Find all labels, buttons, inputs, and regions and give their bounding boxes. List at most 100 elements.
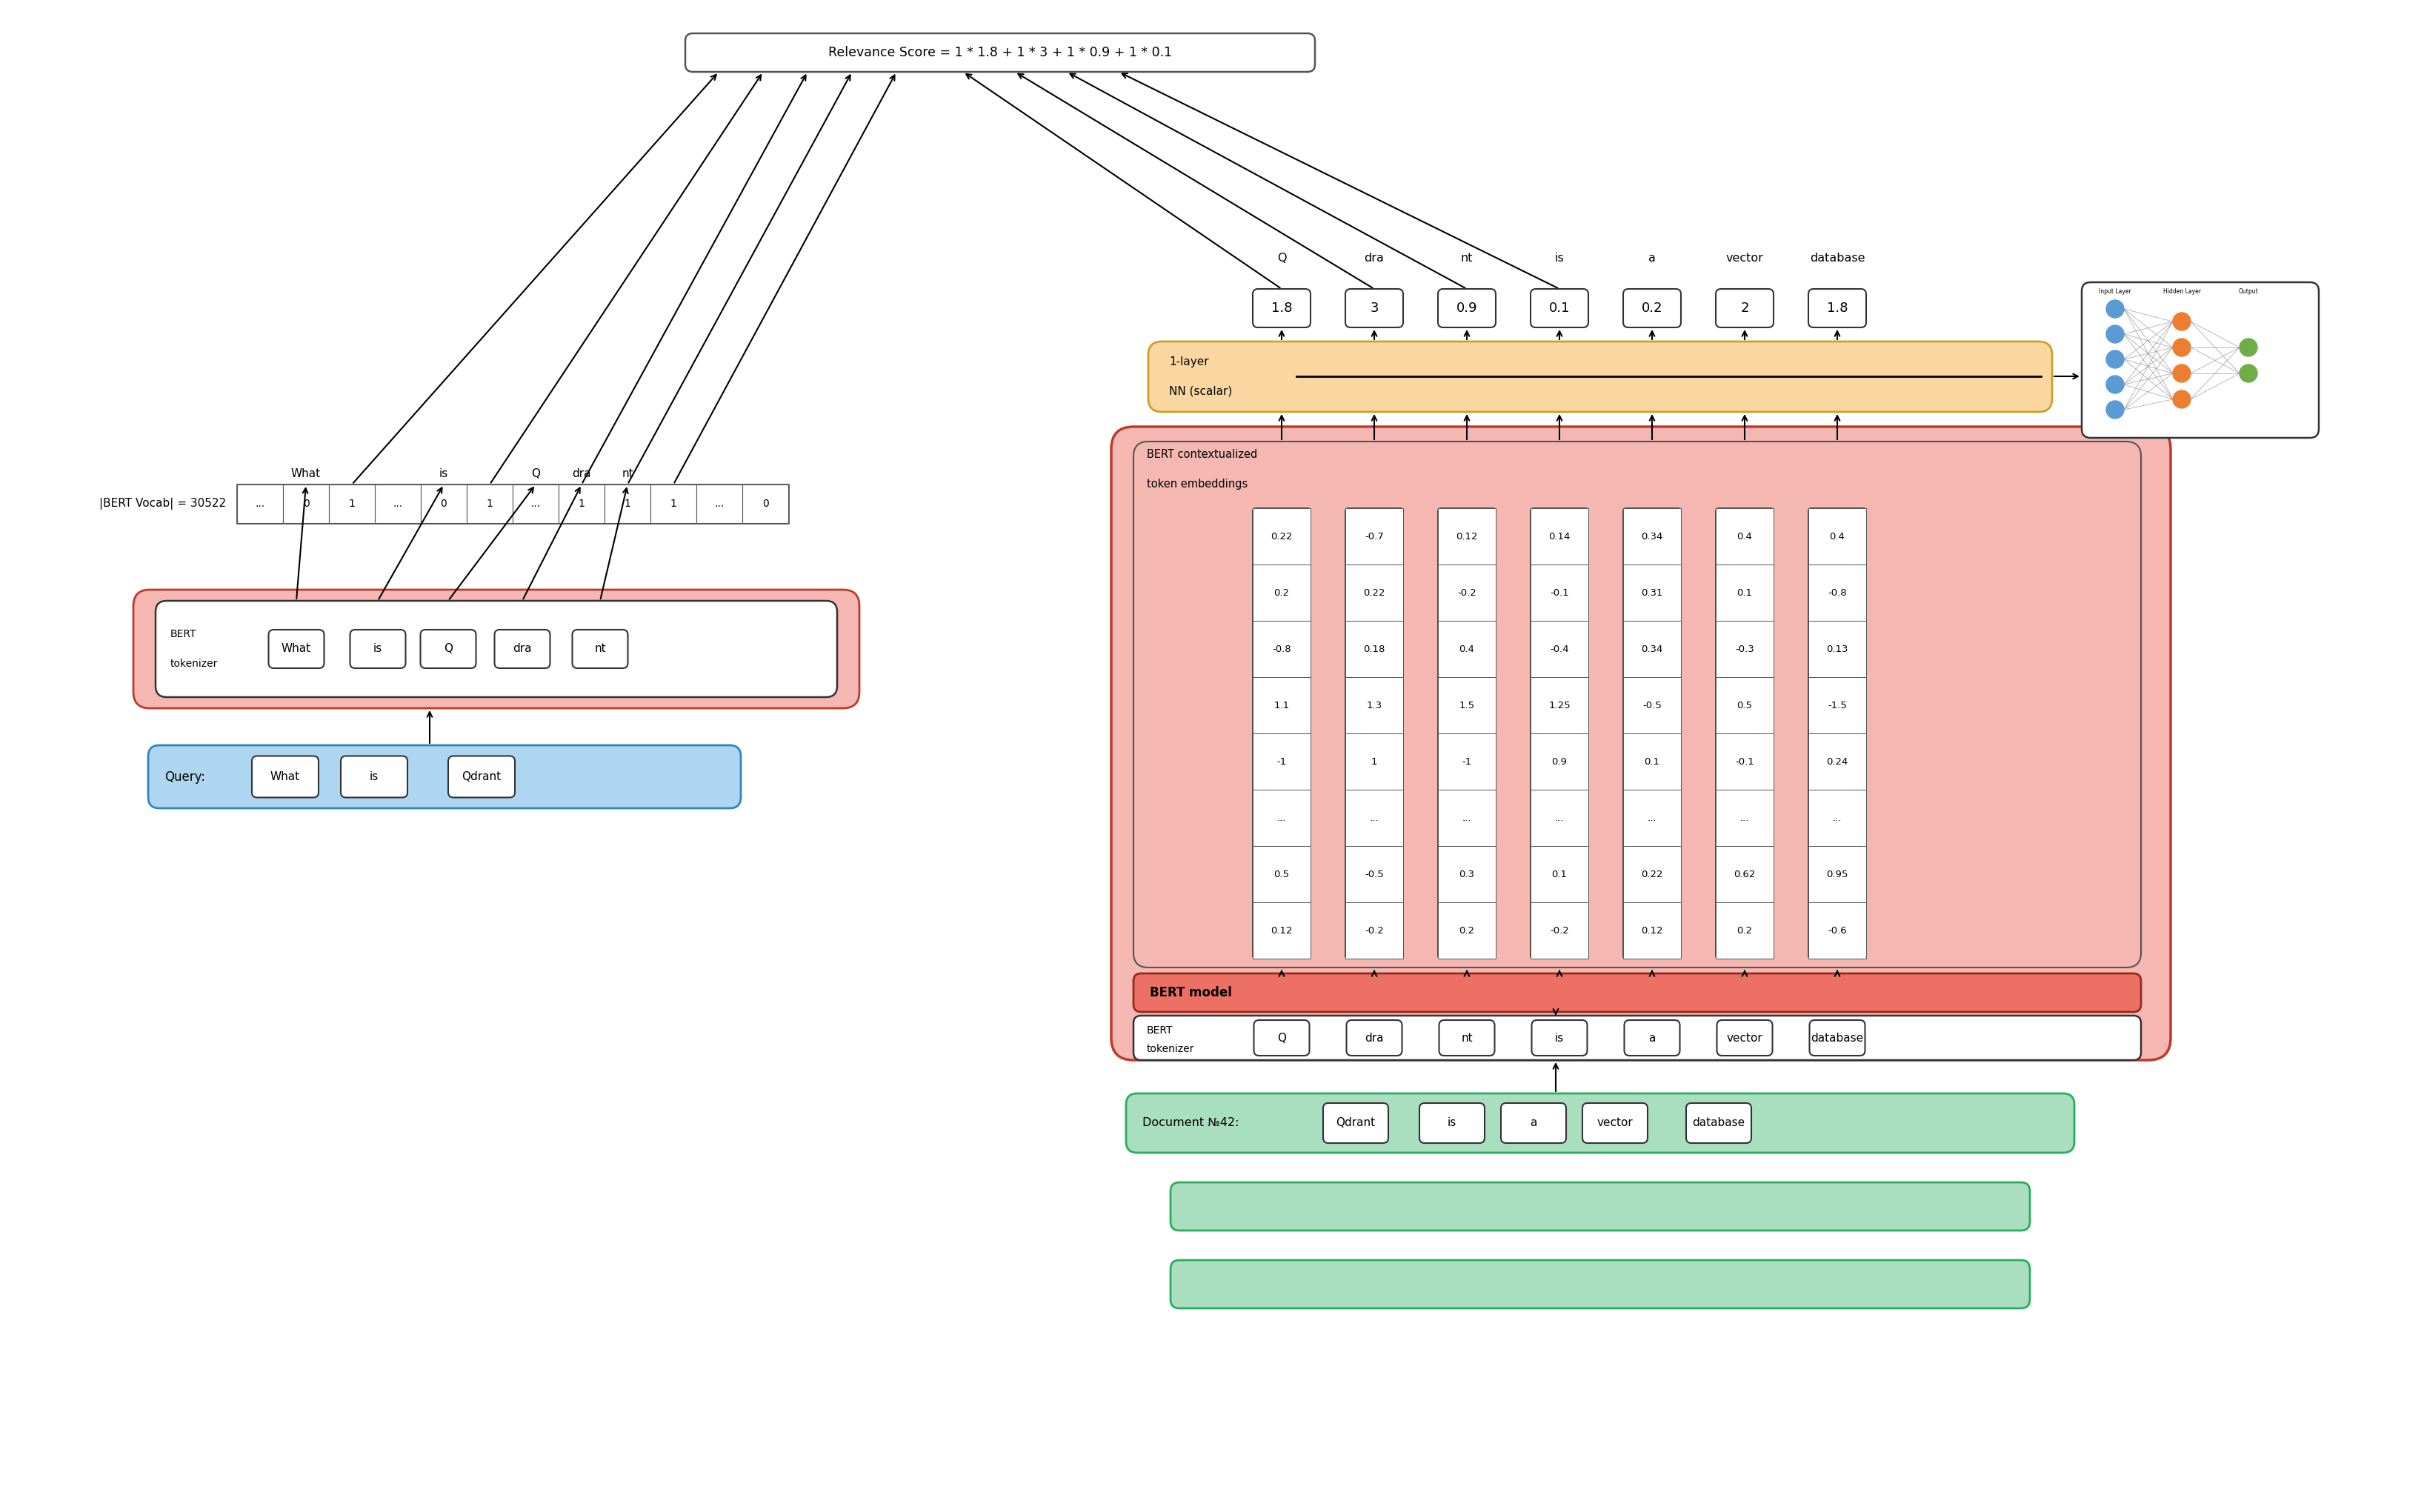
- FancyBboxPatch shape: [1624, 289, 1680, 328]
- Text: 0: 0: [441, 499, 446, 510]
- Text: Output: Output: [2237, 289, 2259, 295]
- FancyBboxPatch shape: [148, 745, 742, 809]
- Text: is: is: [373, 644, 383, 655]
- Bar: [1345, 903, 1403, 959]
- Bar: [1716, 903, 1774, 959]
- Text: 0.9: 0.9: [1551, 756, 1568, 767]
- Text: ...: ...: [715, 499, 725, 510]
- Bar: [1530, 789, 1588, 847]
- Text: 0.34: 0.34: [1641, 532, 1663, 541]
- Text: -1: -1: [1277, 756, 1287, 767]
- Text: 0.12: 0.12: [1270, 925, 1292, 936]
- FancyBboxPatch shape: [1253, 289, 1311, 328]
- Bar: [1624, 564, 1680, 621]
- FancyBboxPatch shape: [1532, 1021, 1588, 1055]
- Text: dra: dra: [572, 469, 591, 479]
- Circle shape: [2172, 390, 2191, 408]
- Bar: [1253, 508, 1311, 564]
- FancyBboxPatch shape: [1437, 289, 1496, 328]
- FancyBboxPatch shape: [1253, 1021, 1309, 1055]
- FancyBboxPatch shape: [419, 629, 475, 668]
- Circle shape: [2106, 325, 2123, 343]
- Text: 0: 0: [761, 499, 768, 510]
- Bar: [1437, 677, 1496, 733]
- Text: 0.5: 0.5: [1275, 869, 1290, 878]
- Text: BERT contextualized: BERT contextualized: [1147, 449, 1258, 460]
- Text: What: What: [281, 644, 310, 655]
- FancyBboxPatch shape: [1324, 1104, 1389, 1143]
- Text: a: a: [1530, 1117, 1537, 1128]
- Text: 0.34: 0.34: [1641, 644, 1663, 653]
- Circle shape: [2106, 299, 2123, 318]
- FancyBboxPatch shape: [1530, 289, 1588, 328]
- Text: ...: ...: [1648, 813, 1656, 823]
- Text: 0.22: 0.22: [1641, 869, 1663, 878]
- Text: Q: Q: [531, 469, 541, 479]
- Bar: [1808, 789, 1866, 847]
- FancyBboxPatch shape: [1624, 1021, 1680, 1055]
- FancyBboxPatch shape: [342, 756, 407, 797]
- Text: ...: ...: [393, 499, 402, 510]
- Bar: [1716, 789, 1774, 847]
- Bar: [1808, 564, 1866, 621]
- Text: |BERT Vocab| = 30522: |BERT Vocab| = 30522: [99, 497, 225, 510]
- FancyBboxPatch shape: [1530, 508, 1588, 959]
- Bar: [1624, 903, 1680, 959]
- Circle shape: [2172, 364, 2191, 383]
- Text: Qdrant: Qdrant: [1336, 1117, 1374, 1128]
- Text: database: database: [1811, 253, 1864, 263]
- Text: nt: nt: [1462, 253, 1474, 263]
- Text: 0.22: 0.22: [1270, 532, 1292, 541]
- Text: -0.2: -0.2: [1457, 588, 1476, 597]
- Bar: [1530, 564, 1588, 621]
- Bar: [1253, 677, 1311, 733]
- Bar: [1437, 789, 1496, 847]
- Text: -0.3: -0.3: [1736, 644, 1755, 653]
- Text: 0.2: 0.2: [1275, 588, 1290, 597]
- Bar: [511, 484, 558, 523]
- Text: Hidden Layer: Hidden Layer: [2162, 289, 2201, 295]
- Text: BERT: BERT: [170, 629, 196, 640]
- Text: 1.3: 1.3: [1367, 700, 1382, 711]
- Bar: [1437, 847, 1496, 903]
- Text: Input Layer: Input Layer: [2099, 289, 2131, 295]
- Text: -0.6: -0.6: [1828, 925, 1847, 936]
- Text: is: is: [1554, 1033, 1563, 1043]
- FancyBboxPatch shape: [1127, 1093, 2075, 1152]
- Text: ...: ...: [1554, 813, 1563, 823]
- Bar: [558, 484, 604, 523]
- Bar: [238, 484, 284, 523]
- Bar: [1624, 621, 1680, 677]
- Text: 0.14: 0.14: [1549, 532, 1571, 541]
- Bar: [1345, 789, 1403, 847]
- Bar: [1716, 677, 1774, 733]
- Text: tokenizer: tokenizer: [170, 659, 218, 668]
- Text: -0.5: -0.5: [1643, 700, 1660, 711]
- FancyBboxPatch shape: [1500, 1104, 1566, 1143]
- Text: NN (scalar): NN (scalar): [1168, 386, 1231, 396]
- Bar: [468, 484, 511, 523]
- FancyBboxPatch shape: [1624, 508, 1680, 959]
- Text: a: a: [1648, 253, 1656, 263]
- Text: 0: 0: [303, 499, 310, 510]
- Text: -1: -1: [1462, 756, 1471, 767]
- Bar: [1530, 621, 1588, 677]
- FancyBboxPatch shape: [572, 629, 628, 668]
- Bar: [1345, 847, 1403, 903]
- Text: vector: vector: [1726, 1033, 1762, 1043]
- Text: -0.5: -0.5: [1365, 869, 1384, 878]
- Text: Document №42:: Document №42:: [1142, 1117, 1239, 1128]
- FancyBboxPatch shape: [1687, 1104, 1750, 1143]
- Text: 0.4: 0.4: [1830, 532, 1845, 541]
- Text: 1: 1: [579, 499, 584, 510]
- Text: 0.1: 0.1: [1643, 756, 1660, 767]
- FancyBboxPatch shape: [1253, 508, 1311, 959]
- Text: 0.13: 0.13: [1825, 644, 1847, 653]
- Text: 0.95: 0.95: [1825, 869, 1847, 878]
- FancyBboxPatch shape: [1440, 1021, 1496, 1055]
- Text: nt: nt: [621, 469, 633, 479]
- Text: 0.62: 0.62: [1733, 869, 1755, 878]
- Text: 0.2: 0.2: [1641, 301, 1663, 314]
- Text: a: a: [1648, 1033, 1656, 1043]
- Text: Qdrant: Qdrant: [463, 771, 502, 782]
